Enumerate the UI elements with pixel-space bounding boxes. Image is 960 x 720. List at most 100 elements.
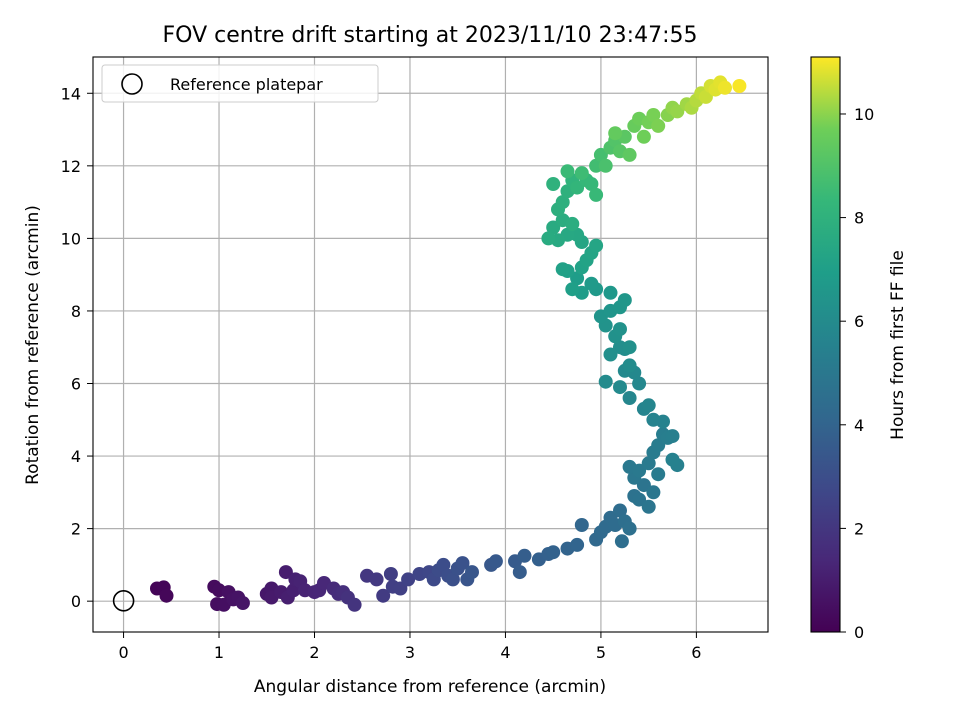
data-point <box>632 376 647 391</box>
data-point <box>632 463 647 478</box>
data-points <box>150 75 747 612</box>
data-point <box>651 467 666 482</box>
data-point <box>347 597 362 612</box>
data-point <box>641 456 656 471</box>
data-point <box>589 187 604 202</box>
data-point <box>622 521 637 536</box>
colorbar-tick-label: 6 <box>854 312 864 331</box>
data-point <box>593 147 608 162</box>
data-point <box>622 340 637 355</box>
data-point <box>455 556 470 571</box>
data-point <box>159 588 174 603</box>
x-axis-ticks: 0 1 2 3 4 5 6 <box>118 632 701 662</box>
x-tick-label: 0 <box>118 643 128 662</box>
x-tick-label: 6 <box>691 643 701 662</box>
colorbar-tick-label: 8 <box>854 209 864 228</box>
y-tick-label: 6 <box>71 374 81 393</box>
legend-reference-marker <box>121 73 143 95</box>
colorbar-ticks: 0 2 4 6 8 10 <box>840 105 874 642</box>
data-point <box>589 238 604 253</box>
data-point <box>560 164 575 179</box>
x-axis-label: Angular distance from reference (arcmin) <box>254 677 606 697</box>
data-point <box>517 548 532 563</box>
colorbar <box>810 56 841 633</box>
y-tick-label: 2 <box>71 520 81 539</box>
data-point <box>622 391 637 405</box>
data-point <box>555 195 570 210</box>
data-point <box>235 596 250 610</box>
y-tick-label: 14 <box>61 84 81 103</box>
data-point <box>278 565 293 580</box>
y-axis-ticks: 0 2 4 6 8 10 12 14 <box>61 84 93 611</box>
data-point <box>641 499 656 514</box>
data-point <box>570 537 585 552</box>
data-point <box>541 231 556 246</box>
legend: Reference platepar <box>101 64 379 103</box>
data-point <box>376 588 391 603</box>
data-point <box>603 347 618 362</box>
data-point <box>512 565 527 580</box>
y-tick-label: 4 <box>71 447 81 466</box>
colorbar-tick-label: 4 <box>854 416 864 435</box>
data-point <box>641 398 656 413</box>
data-point <box>570 227 585 242</box>
data-point <box>646 412 661 427</box>
data-point <box>613 503 627 518</box>
data-point <box>369 572 384 587</box>
data-point <box>555 262 570 277</box>
data-point <box>565 282 580 297</box>
plot-frame <box>92 56 769 633</box>
data-point <box>445 572 460 587</box>
x-tick-label: 1 <box>214 643 224 662</box>
data-point <box>732 79 747 93</box>
data-point <box>598 374 613 389</box>
data-point <box>665 452 680 467</box>
y-tick-label: 10 <box>61 229 81 248</box>
colorbar-tick-label: 10 <box>854 105 874 124</box>
colorbar-tick-label: 2 <box>854 519 864 538</box>
y-tick-label: 0 <box>71 592 81 611</box>
data-point <box>614 534 629 549</box>
data-point <box>670 104 685 119</box>
data-point <box>574 166 589 181</box>
data-point <box>617 293 632 308</box>
y-tick-label: 8 <box>71 302 81 321</box>
reference-point-marker <box>112 589 135 612</box>
data-point <box>584 276 599 291</box>
data-point <box>646 108 661 122</box>
data-point <box>636 129 651 144</box>
legend-label: Reference platepar <box>170 75 323 94</box>
x-tick-label: 4 <box>500 643 510 662</box>
x-tick-label: 5 <box>596 643 606 662</box>
chart-title: FOV centre drift starting at 2023/11/10 … <box>163 23 698 48</box>
data-point <box>613 340 627 355</box>
data-point <box>383 567 398 581</box>
data-point <box>589 158 604 173</box>
x-tick-label: 2 <box>309 643 319 662</box>
data-point <box>636 478 651 493</box>
data-point <box>401 572 416 587</box>
data-point <box>603 285 618 300</box>
data-point <box>651 438 666 453</box>
data-point <box>574 518 589 532</box>
y-tick-label: 12 <box>61 157 81 176</box>
data-point <box>608 126 623 141</box>
data-point <box>622 358 637 373</box>
data-point <box>570 271 585 286</box>
data-point <box>665 429 680 444</box>
data-point <box>436 557 451 572</box>
legend-box <box>101 64 379 103</box>
data-point <box>613 322 627 337</box>
data-point <box>488 554 503 569</box>
data-point <box>622 147 637 162</box>
data-point <box>598 158 613 173</box>
x-tick-label: 3 <box>405 643 415 662</box>
data-point <box>646 485 661 500</box>
data-point <box>570 180 585 195</box>
data-point <box>632 492 647 507</box>
y-axis-label: Rotation from reference (arcmin) <box>23 205 43 485</box>
data-point <box>546 545 561 560</box>
data-point <box>651 118 666 133</box>
data-point <box>613 380 627 395</box>
